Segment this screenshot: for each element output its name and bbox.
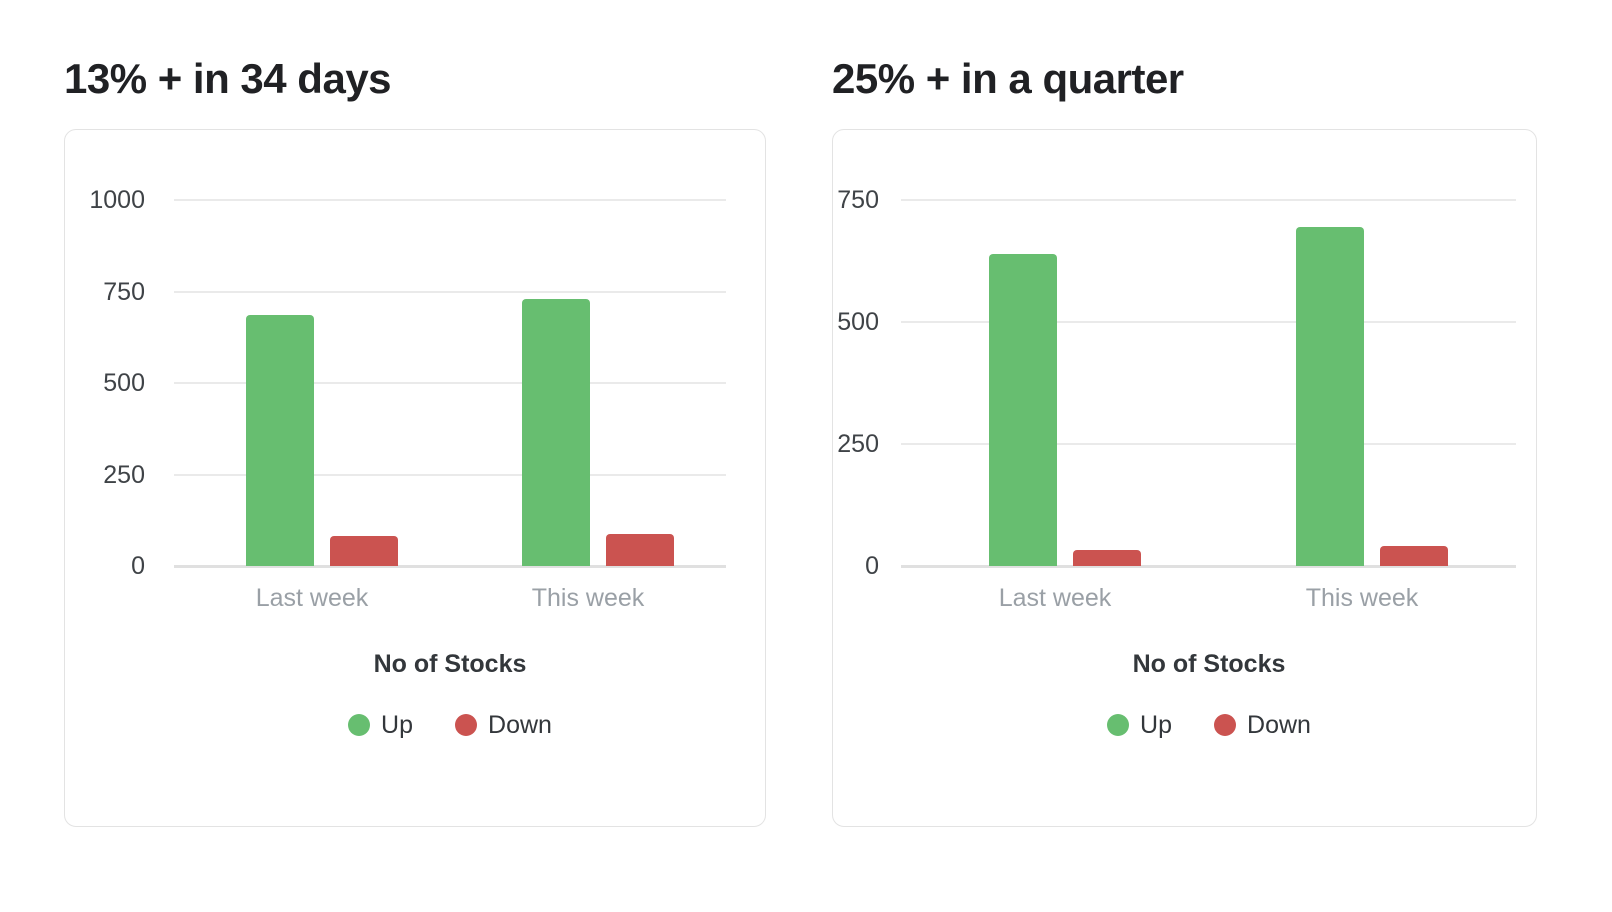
y-axis-tick-label: 0 — [865, 552, 879, 580]
gridline — [174, 290, 726, 293]
y-axis-tick-label: 500 — [103, 369, 145, 397]
legend-marker-up — [1107, 714, 1130, 736]
y-axis-tick-label: 250 — [837, 430, 879, 458]
legend: Up Down — [230, 712, 670, 738]
bar-down-last-week[interactable] — [330, 536, 398, 566]
bar-down-this-week[interactable] — [606, 534, 674, 566]
legend-label-up: Up — [381, 711, 414, 739]
x-axis-category-label: This week — [531, 584, 645, 612]
legend-marker-down — [455, 714, 478, 736]
bar-chart: 0 250 500 750 1000 Last week This week No of St… — [65, 130, 765, 826]
y-axis-tick-label: 750 — [837, 186, 879, 214]
x-axis-line — [901, 565, 1516, 568]
legend-item-down: Down — [1214, 712, 1311, 738]
y-axis-tick-label: 1000 — [89, 186, 145, 214]
legend-marker-up — [348, 714, 371, 736]
gridline — [174, 382, 726, 384]
legend-item-up: Up — [348, 712, 413, 738]
y-axis-tick-label: 0 — [131, 552, 145, 580]
chart-title: 25% + in a quarter — [832, 55, 1184, 102]
legend-item-down: Down — [455, 712, 552, 738]
legend-label-down: Down — [1247, 711, 1311, 739]
legend-label-down: Down — [488, 711, 552, 739]
chart-card: 0 250 500 750 1000 Last week This week No of St… — [64, 129, 766, 827]
bar-down-last-week[interactable] — [1073, 550, 1141, 566]
y-axis-tick-label: 750 — [103, 277, 145, 306]
gridline — [174, 473, 726, 476]
chart-section-quarter: 25% + in a quarter 0 250 500 750 Last week Th… — [832, 56, 1537, 827]
y-axis-tick-label: 500 — [837, 308, 879, 336]
bar-chart: 0 250 500 750 Last week This week No of Stocks… — [833, 130, 1536, 826]
x-axis-category-label: Last week — [255, 584, 369, 612]
x-axis-title: No of Stocks — [373, 650, 527, 678]
bar-up-last-week[interactable] — [246, 315, 314, 566]
x-axis-line — [174, 565, 726, 568]
bar-up-last-week[interactable] — [989, 254, 1057, 566]
gridline — [901, 199, 1516, 201]
chart-section-34-days: 13% + in 34 days 0 250 500 750 1000 Last week… — [64, 56, 766, 827]
legend-marker-down — [1214, 714, 1237, 736]
legend-label-up: Up — [1140, 711, 1173, 739]
bar-up-this-week[interactable] — [1296, 227, 1364, 566]
x-axis-category-label: This week — [1305, 584, 1419, 612]
bar-up-this-week[interactable] — [522, 299, 590, 566]
x-axis-title: No of Stocks — [1132, 650, 1286, 678]
gridline — [901, 321, 1516, 323]
legend-item-up: Up — [1107, 712, 1172, 738]
gridline — [901, 443, 1516, 445]
y-axis-tick-label: 250 — [103, 460, 145, 489]
bar-down-this-week[interactable] — [1380, 546, 1448, 566]
gridline — [174, 199, 726, 201]
chart-title: 13% + in 34 days — [64, 55, 392, 102]
x-axis-category-label: Last week — [998, 584, 1112, 612]
legend: Up Down — [989, 712, 1429, 738]
chart-card: 0 250 500 750 Last week This week No of Stocks… — [832, 129, 1537, 827]
